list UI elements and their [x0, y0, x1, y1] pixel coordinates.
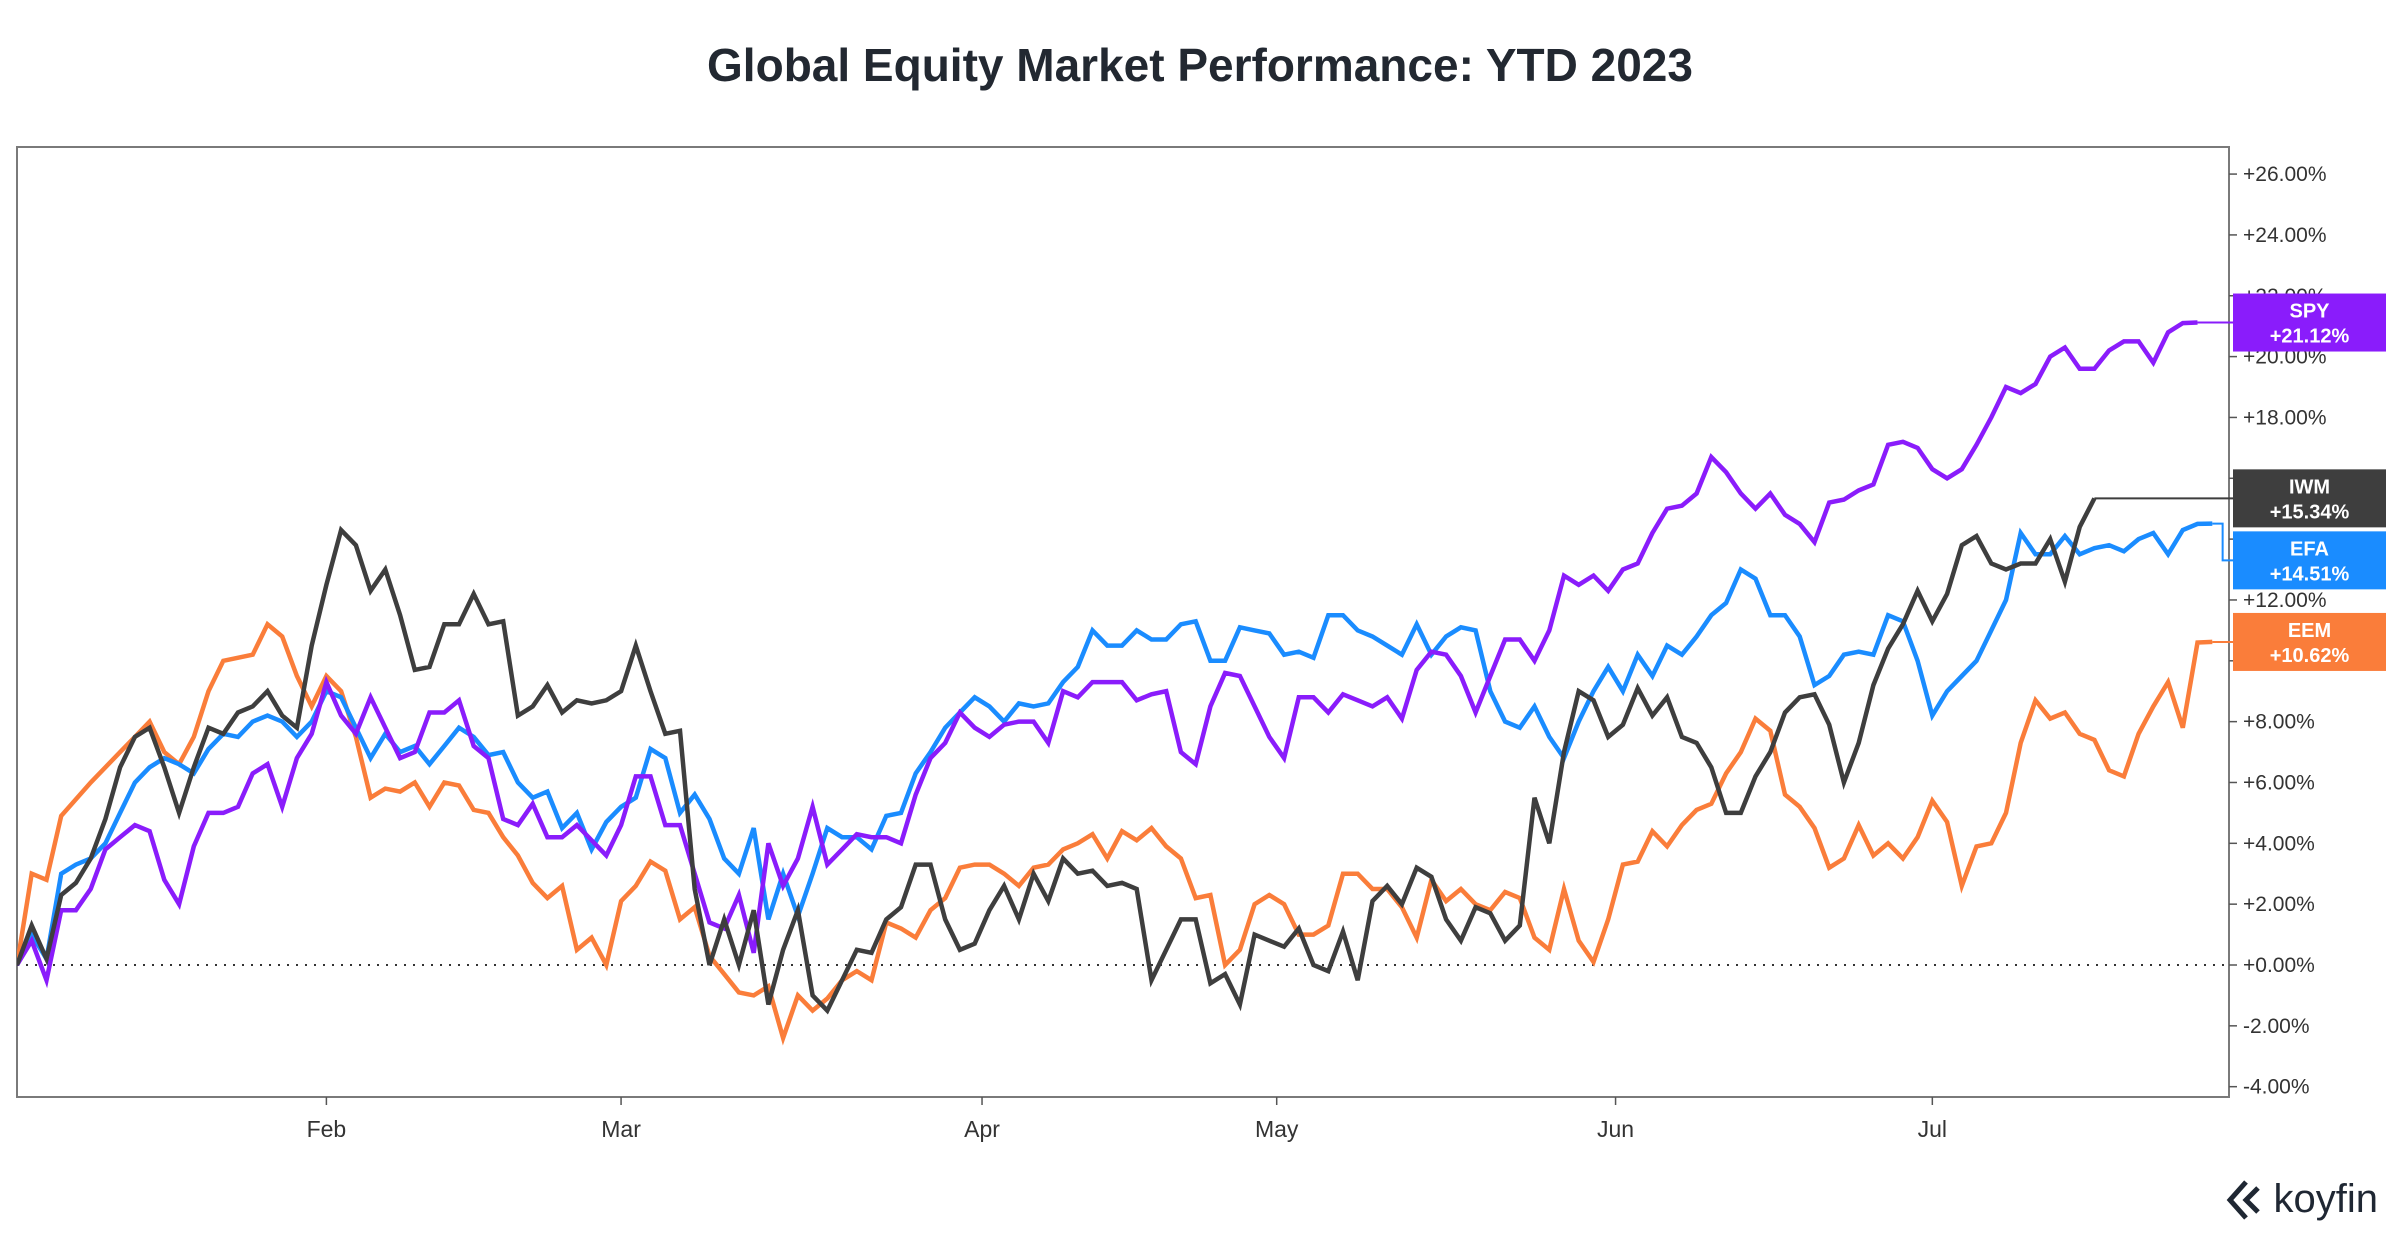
y-tick-label: +24.00% — [2243, 224, 2327, 247]
series-line-iwm — [17, 497, 2097, 1015]
y-tick-label: -4.00% — [2243, 1076, 2310, 1099]
x-tick-label: Jul — [1918, 1116, 1947, 1142]
y-tick-label: +4.00% — [2243, 832, 2315, 855]
series-tag-efa — [2233, 531, 2386, 590]
koyfin-logo-text: koyfin — [2273, 1177, 2379, 1221]
x-tick-label: May — [1255, 1116, 1299, 1142]
y-tick-label: +26.00% — [2243, 163, 2327, 186]
x-axis: Feb Mar Apr May Jun Jul — [307, 1097, 1947, 1142]
x-tick-label: Jun — [1597, 1116, 1634, 1142]
series-tag-name-efa: EFA — [2290, 538, 2329, 560]
series-tag-value-eem: +10.62% — [2270, 645, 2350, 667]
series-line-spy — [17, 320, 2198, 989]
koyfin-logo: koyfin — [2224, 1177, 2379, 1222]
tag-leader-efa — [2212, 522, 2233, 562]
y-tick-label: +6.00% — [2243, 771, 2315, 794]
series-tag-value-efa: +14.51% — [2270, 563, 2350, 585]
x-tick-label: Feb — [307, 1116, 347, 1142]
series-tag-name-eem: EEM — [2288, 620, 2331, 642]
x-tick-label: Apr — [964, 1116, 1000, 1142]
y-tick-label: +8.00% — [2243, 711, 2315, 734]
series-line-eem — [17, 620, 2213, 1046]
y-tick-label: -2.00% — [2243, 1015, 2310, 1038]
series-tag-name-spy: SPY — [2289, 301, 2330, 323]
series-tag-value-iwm: +15.34% — [2270, 501, 2350, 523]
series-tag-value-spy: +21.12% — [2270, 326, 2350, 348]
koyfin-logo-icon — [2226, 1179, 2260, 1220]
series-tag-spy — [2233, 293, 2386, 352]
series-line-efa — [17, 521, 2213, 966]
y-tick-label: +18.00% — [2243, 406, 2327, 429]
y-tick-label: +12.00% — [2243, 589, 2327, 612]
series-value-tags: SPY +21.12% IWM +15.34% EFA +14.51% EEM +10.62% — [2094, 293, 2386, 671]
series-tag-name-iwm: IWM — [2289, 476, 2330, 498]
series-lines — [17, 320, 2213, 1046]
series-tag-eem — [2233, 612, 2386, 671]
y-tick-label: +0.00% — [2243, 954, 2315, 977]
y-tick-label: +2.00% — [2243, 893, 2315, 916]
chart-title: Global Equity Market Performance: YTD 20… — [707, 39, 1693, 91]
series-tag-iwm — [2233, 469, 2386, 528]
plot-frame — [16, 146, 2230, 1098]
x-tick-label: Mar — [601, 1116, 641, 1142]
